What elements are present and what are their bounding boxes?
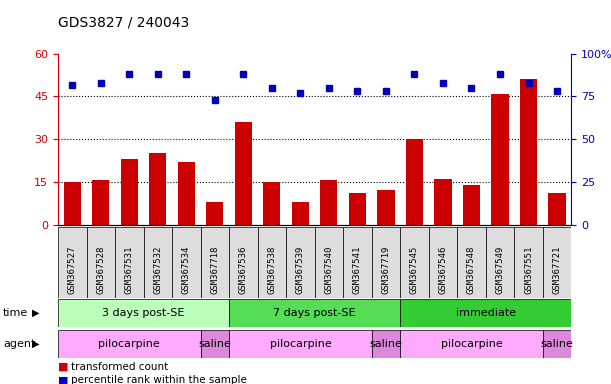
Text: pilocarpine: pilocarpine bbox=[269, 339, 331, 349]
Text: GSM367532: GSM367532 bbox=[153, 246, 163, 294]
Bar bbox=[207, 202, 224, 225]
Text: GSM367545: GSM367545 bbox=[410, 246, 419, 294]
Text: GSM367528: GSM367528 bbox=[97, 246, 105, 294]
Text: ■: ■ bbox=[58, 362, 72, 372]
Bar bbox=[200, 330, 229, 358]
Bar bbox=[172, 227, 200, 298]
Text: GSM367541: GSM367541 bbox=[353, 246, 362, 294]
Bar bbox=[178, 162, 195, 225]
Bar bbox=[315, 227, 343, 298]
Bar bbox=[520, 79, 537, 225]
Text: GSM367540: GSM367540 bbox=[324, 246, 334, 294]
Text: GSM367549: GSM367549 bbox=[496, 246, 505, 294]
Bar bbox=[400, 227, 429, 298]
Bar bbox=[286, 227, 315, 298]
Text: GSM367719: GSM367719 bbox=[381, 246, 390, 294]
Bar bbox=[491, 94, 508, 225]
Bar bbox=[543, 330, 571, 358]
Text: ▶: ▶ bbox=[32, 308, 39, 318]
Text: GSM367546: GSM367546 bbox=[439, 246, 447, 294]
Text: saline: saline bbox=[541, 339, 574, 349]
Text: percentile rank within the sample: percentile rank within the sample bbox=[71, 375, 247, 384]
Text: 3 days post-SE: 3 days post-SE bbox=[103, 308, 185, 318]
Bar bbox=[263, 182, 280, 225]
Bar bbox=[457, 227, 486, 298]
Text: GSM367539: GSM367539 bbox=[296, 246, 305, 294]
Bar bbox=[229, 299, 400, 327]
Text: saline: saline bbox=[199, 339, 232, 349]
Text: immediate: immediate bbox=[456, 308, 516, 318]
Text: GSM367721: GSM367721 bbox=[552, 246, 562, 294]
Text: 7 days post-SE: 7 days post-SE bbox=[273, 308, 356, 318]
Text: saline: saline bbox=[370, 339, 403, 349]
Bar bbox=[486, 227, 514, 298]
Bar bbox=[429, 227, 457, 298]
Bar bbox=[514, 227, 543, 298]
Bar bbox=[144, 227, 172, 298]
Text: time: time bbox=[3, 308, 28, 318]
Text: GSM367531: GSM367531 bbox=[125, 246, 134, 294]
Text: ■: ■ bbox=[58, 375, 72, 384]
Text: GDS3827 / 240043: GDS3827 / 240043 bbox=[58, 15, 189, 29]
Text: GSM367551: GSM367551 bbox=[524, 246, 533, 294]
Text: ▶: ▶ bbox=[32, 339, 39, 349]
Bar bbox=[229, 227, 258, 298]
Bar bbox=[371, 330, 400, 358]
Bar bbox=[92, 180, 109, 225]
Bar bbox=[378, 190, 395, 225]
Bar bbox=[549, 193, 566, 225]
Bar bbox=[400, 330, 543, 358]
Text: GSM367536: GSM367536 bbox=[239, 246, 248, 294]
Text: GSM367718: GSM367718 bbox=[210, 246, 219, 294]
Bar bbox=[349, 193, 366, 225]
Bar bbox=[64, 182, 81, 225]
Bar bbox=[115, 227, 144, 298]
Text: GSM367538: GSM367538 bbox=[268, 246, 276, 294]
Bar bbox=[235, 122, 252, 225]
Bar bbox=[292, 202, 309, 225]
Bar bbox=[229, 330, 371, 358]
Bar bbox=[58, 299, 229, 327]
Bar bbox=[320, 180, 337, 225]
Bar bbox=[149, 154, 166, 225]
Text: GSM367527: GSM367527 bbox=[68, 246, 77, 294]
Text: pilocarpine: pilocarpine bbox=[441, 339, 502, 349]
Text: GSM367548: GSM367548 bbox=[467, 246, 476, 294]
Bar bbox=[343, 227, 371, 298]
Bar bbox=[58, 227, 87, 298]
Bar bbox=[543, 227, 571, 298]
Bar bbox=[200, 227, 229, 298]
Bar bbox=[371, 227, 400, 298]
Bar bbox=[258, 227, 286, 298]
Text: agent: agent bbox=[3, 339, 35, 349]
Bar bbox=[58, 330, 200, 358]
Bar bbox=[400, 299, 571, 327]
Bar bbox=[121, 159, 138, 225]
Bar bbox=[434, 179, 452, 225]
Text: pilocarpine: pilocarpine bbox=[98, 339, 160, 349]
Text: GSM367534: GSM367534 bbox=[182, 246, 191, 294]
Bar bbox=[406, 139, 423, 225]
Bar bbox=[463, 185, 480, 225]
Text: transformed count: transformed count bbox=[71, 362, 169, 372]
Bar bbox=[87, 227, 115, 298]
